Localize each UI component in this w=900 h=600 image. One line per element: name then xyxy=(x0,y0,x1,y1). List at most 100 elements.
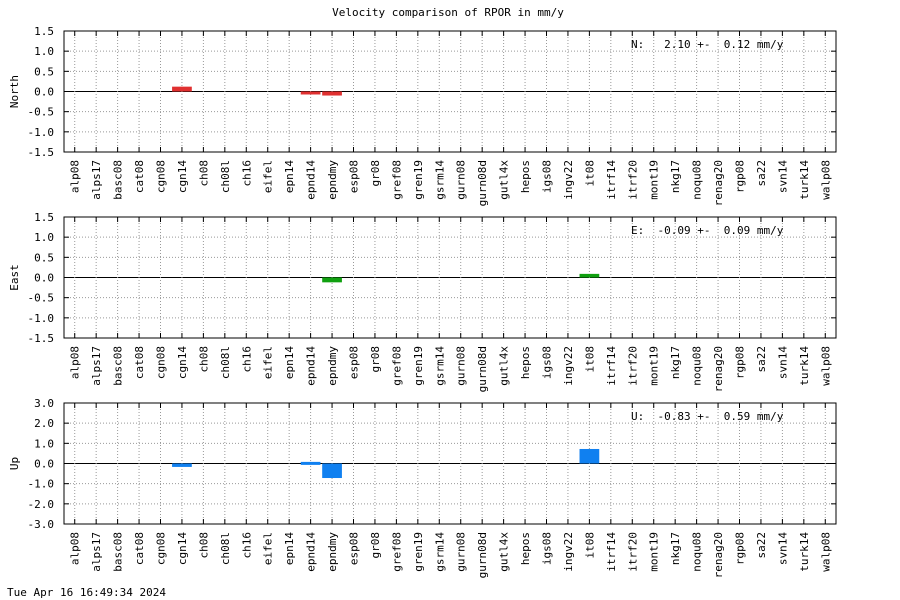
x-tick-label-epn14: epn14 xyxy=(283,346,296,379)
y-tick-label: -1.5 xyxy=(28,146,55,159)
x-tick-label-renag20: renag20 xyxy=(712,346,725,392)
x-tick-label-gutl4x: gutl4x xyxy=(498,160,511,200)
x-tick-label-svn14: svn14 xyxy=(776,346,789,379)
y-tick-label: 0.0 xyxy=(34,86,54,99)
x-tick-label-ingv22: ingv22 xyxy=(562,532,575,572)
x-tick-label-basc08: basc08 xyxy=(112,160,125,200)
bar-east-it08 xyxy=(579,273,600,278)
y-tick-label: 0.0 xyxy=(34,272,54,285)
x-tick-label-itrf14: itrf14 xyxy=(605,346,618,386)
panel-north: 1.5 1.0 0.5 0.0 -0.5 -1.0 -1.5 alp08 alps17 basc0… xyxy=(8,25,837,206)
x-tick-label-epn14: epn14 xyxy=(283,160,296,193)
x-tick-label-gurn08: gurn08 xyxy=(455,346,468,386)
stats-annotation: N: 2.10 +- 0.12 mm/y xyxy=(631,38,784,51)
x-tick-label-alp08: alp08 xyxy=(69,532,82,565)
x-tick-label-epndmy: epndmy xyxy=(326,532,339,572)
x-tick-label-renag20: renag20 xyxy=(712,160,725,206)
y-tick-label: -1.5 xyxy=(28,332,55,345)
bar-north-epnd14 xyxy=(300,91,321,95)
bar-north-cgn14 xyxy=(172,86,192,92)
x-tick-label-nkg17: nkg17 xyxy=(669,346,682,379)
x-tick-label-itrf20: itrf20 xyxy=(626,532,639,572)
x-tick-label-gurn08d: gurn08d xyxy=(476,160,489,206)
x-tick-label-noqu08: noqu08 xyxy=(691,160,704,200)
x-tick-label-cgn08: cgn08 xyxy=(155,532,168,565)
x-tick-label-turk14: turk14 xyxy=(798,532,811,572)
y-tick-label: 0.0 xyxy=(34,458,54,471)
x-tick-label-cat08: cat08 xyxy=(133,346,146,379)
y-axis-label: East xyxy=(8,264,21,291)
x-tick-label-ch08: ch08 xyxy=(197,160,210,187)
x-tick-label-svn14: svn14 xyxy=(776,160,789,193)
x-tick-label-ingv22: ingv22 xyxy=(562,346,575,386)
x-tick-label-ch16: ch16 xyxy=(240,346,253,373)
x-tick-label-alps17: alps17 xyxy=(90,532,103,572)
x-tick-label-gren19: gren19 xyxy=(412,532,425,572)
x-tick-label-igs08: igs08 xyxy=(541,160,554,193)
y-tick-label: -1.0 xyxy=(28,312,55,325)
x-tick-label-hepos: hepos xyxy=(519,160,532,193)
x-tick-label-ch08l: ch08l xyxy=(219,532,232,565)
x-tick-label-walp08: walp08 xyxy=(819,532,832,572)
x-tick-label-it08: it08 xyxy=(583,532,596,559)
x-tick-label-it08: it08 xyxy=(583,160,596,187)
y-tick-label: 0.5 xyxy=(34,251,54,264)
y-tick-label: 0.5 xyxy=(34,65,54,78)
y-tick-label: 3.0 xyxy=(34,397,54,410)
x-tick-label-gr08: gr08 xyxy=(369,160,382,187)
x-tick-label-ch16: ch16 xyxy=(240,160,253,187)
x-tick-label-eifel: eifel xyxy=(262,346,275,379)
x-tick-label-esp08: esp08 xyxy=(348,532,361,565)
x-tick-label-noqu08: noqu08 xyxy=(691,346,704,386)
x-tick-label-gutl4x: gutl4x xyxy=(498,346,511,386)
y-tick-label: 1.0 xyxy=(34,231,54,244)
x-tick-label-it08: it08 xyxy=(583,346,596,373)
x-tick-label-ch08: ch08 xyxy=(197,532,210,559)
x-tick-label-itrf14: itrf14 xyxy=(605,532,618,572)
x-tick-label-gurn08: gurn08 xyxy=(455,532,468,572)
x-tick-label-epndmy: epndmy xyxy=(326,346,339,386)
x-tick-label-cgn08: cgn08 xyxy=(155,160,168,193)
y-axis-label: Up xyxy=(8,457,21,470)
x-tick-label-gsrm14: gsrm14 xyxy=(433,346,446,386)
x-tick-label-gren19: gren19 xyxy=(412,346,425,386)
x-tick-label-rgp08: rgp08 xyxy=(734,532,747,565)
x-tick-label-gref08: gref08 xyxy=(390,532,403,572)
x-tick-label-gr08: gr08 xyxy=(369,346,382,373)
x-tick-label-itrf14: itrf14 xyxy=(605,160,618,200)
y-tick-label: -0.5 xyxy=(28,292,55,305)
bar-up-cgn14 xyxy=(172,463,192,467)
x-tick-label-turk14: turk14 xyxy=(798,346,811,386)
x-tick-label-cat08: cat08 xyxy=(133,532,146,565)
x-tick-label-gsrm14: gsrm14 xyxy=(433,160,446,200)
x-tick-label-alps17: alps17 xyxy=(90,346,103,386)
plot-frame xyxy=(63,402,837,525)
y-tick-label: 1.0 xyxy=(34,437,54,450)
x-tick-label-mont19: mont19 xyxy=(648,160,661,200)
y-tick-label: -2.0 xyxy=(28,498,55,511)
x-tick-label-eifel: eifel xyxy=(262,532,275,565)
x-tick-label-ingv22: ingv22 xyxy=(562,160,575,200)
bar-east-epndmy xyxy=(322,277,342,283)
panel-east: 1.5 1.0 0.5 0.0 -0.5 -1.0 -1.5 alp08 alps17 basc0… xyxy=(8,211,837,392)
x-tick-label-walp08: walp08 xyxy=(819,160,832,200)
bar-north-epndmy xyxy=(322,91,342,96)
x-tick-label-epndmy: epndmy xyxy=(326,160,339,200)
x-tick-label-alp08: alp08 xyxy=(69,160,82,193)
bar-up-epndmy xyxy=(322,463,342,479)
x-tick-label-cgn14: cgn14 xyxy=(176,160,189,193)
y-tick-label: -1.0 xyxy=(28,478,55,491)
x-tick-label-cgn14: cgn14 xyxy=(176,346,189,379)
x-tick-label-gren19: gren19 xyxy=(412,160,425,200)
y-tick-label: -3.0 xyxy=(28,518,55,531)
x-tick-label-ch08: ch08 xyxy=(197,346,210,373)
x-tick-label-gurn08: gurn08 xyxy=(455,160,468,200)
x-tick-label-renag20: renag20 xyxy=(712,532,725,578)
x-tick-label-cgn08: cgn08 xyxy=(155,346,168,379)
x-tick-label-ch08l: ch08l xyxy=(219,346,232,379)
x-tick-label-nkg17: nkg17 xyxy=(669,160,682,193)
plot-frame xyxy=(63,30,837,153)
x-tick-label-epnd14: epnd14 xyxy=(305,346,318,386)
y-axis-label: North xyxy=(8,75,21,108)
